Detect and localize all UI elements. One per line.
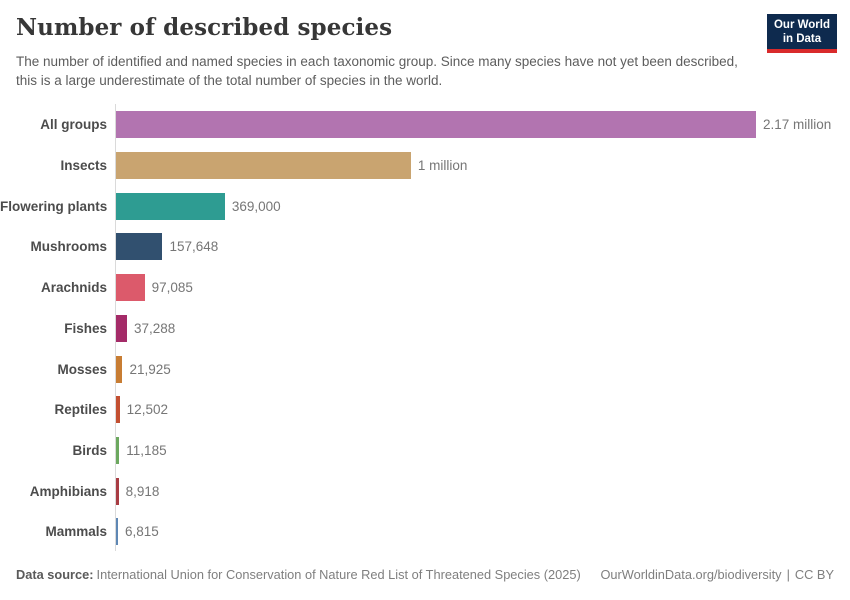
chart-row: Amphibians 8,918 — [0, 471, 850, 512]
license-text: CC BY — [794, 567, 834, 582]
category-label-mammals: Mammals — [45, 524, 107, 540]
value-label: 2.17 million — [763, 117, 832, 133]
chart-row: Flowering plants 369,000 — [0, 186, 850, 227]
value-label: 97,085 — [151, 280, 193, 296]
category-label-mosses: Mosses — [57, 361, 107, 377]
bar-mammals — [116, 518, 118, 546]
value-label: 6,815 — [125, 524, 159, 540]
page-title: Number of described species — [16, 14, 393, 41]
category-label-insects: Insects — [60, 158, 107, 174]
owid-url-link[interactable]: OurWorldinData.org/biodiversity — [600, 567, 782, 582]
bar-flowering-plants — [116, 192, 225, 220]
data-source-label: Data source: — [16, 567, 94, 582]
chart-row: Birds 11,185 — [0, 430, 850, 471]
category-label-fishes: Fishes — [64, 320, 107, 336]
value-label: 8,918 — [125, 483, 160, 499]
owid-logo-line1: Our World — [773, 19, 830, 31]
chart-row: Insects 1 million — [0, 145, 850, 186]
category-label-mushrooms: Mushrooms — [30, 239, 107, 255]
y-axis-line — [115, 104, 116, 551]
value-label: 369,000 — [231, 198, 281, 214]
chart-row: Mosses 21,925 — [0, 349, 850, 390]
chart-row: Arachnids 97,085 — [0, 267, 850, 308]
footer-separator: | — [786, 567, 790, 582]
value-label: 37,288 — [133, 320, 176, 336]
value-label: 11,185 — [126, 442, 167, 458]
bar-mosses — [116, 355, 123, 383]
bar-fishes — [116, 314, 127, 342]
bar-birds — [116, 436, 120, 464]
chart-footer: Data source: International Union for Cons… — [16, 567, 834, 582]
owid-logo-line2: in Data — [782, 33, 822, 45]
category-label-arachnids: Arachnids — [40, 280, 107, 296]
bar-insects — [116, 152, 411, 180]
chart-subtitle: The number of identified and named speci… — [16, 54, 738, 88]
data-source-text: International Union for Conservation of … — [96, 567, 581, 582]
chart-row: Reptiles 12,502 — [0, 389, 850, 430]
category-label-amphibians: Amphibians — [29, 483, 107, 499]
footer-links: OurWorldinData.org/biodiversity | CC BY — [600, 567, 834, 582]
value-label: 157,648 — [169, 239, 219, 255]
category-label-reptiles: Reptiles — [54, 402, 107, 418]
bar-reptiles — [116, 396, 120, 424]
bar-all-groups — [116, 111, 756, 139]
value-label: 21,925 — [129, 361, 171, 377]
category-label-birds: Birds — [72, 442, 107, 458]
category-label-flowering-plants: Flowering plants — [0, 198, 108, 214]
bar-arachnids — [116, 274, 145, 302]
bar-amphibians — [116, 477, 119, 505]
bar-mushrooms — [116, 233, 163, 261]
chart-row: Fishes 37,288 — [0, 308, 850, 349]
value-label: 1 million — [417, 158, 468, 174]
category-label-all-groups: All groups — [40, 117, 107, 133]
value-label: 12,502 — [126, 402, 168, 418]
owid-logo[interactable]: Our World in Data — [766, 14, 837, 53]
data-source: Data source: International Union for Cons… — [16, 567, 581, 582]
chart-row: Mammals 6,815 — [0, 512, 850, 553]
chart-row: All groups 2.17 million — [0, 105, 850, 146]
chart-row: Mushrooms 157,648 — [0, 227, 850, 268]
